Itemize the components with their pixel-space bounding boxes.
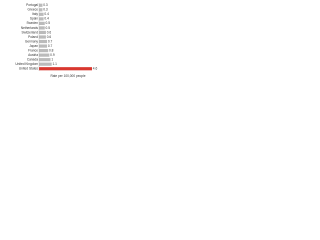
bar [39,62,52,66]
category-label: Austria [28,53,38,57]
category-label: Sweden [26,21,38,25]
bar [39,49,49,53]
bar [39,26,45,30]
value-label: 0.3 [43,8,48,12]
category-label: Netherlands [21,26,39,30]
bar [39,21,45,25]
value-label: 4.6 [93,67,98,71]
value-label: 0.9 [50,53,55,57]
bar [39,3,43,7]
bar [39,35,46,39]
bar [39,67,92,71]
value-label: 0.4 [44,17,49,21]
category-label: United Kingdom [15,62,38,66]
bar [39,8,43,12]
bar [39,44,48,48]
value-label: 0.4 [44,12,49,16]
value-label: 0.3 [43,3,48,7]
category-label: Portugal [26,3,38,7]
category-label: Germany [25,39,39,43]
category-label: Canada [27,58,38,62]
value-label: 0.6 [47,35,52,39]
category-label: Greece [28,8,39,12]
category-label: Japan [29,44,38,48]
value-label: 0.5 [46,26,51,30]
category-label: Poland [28,35,38,39]
category-label: Switzerland [22,30,39,34]
x-axis-label: Rate per 100,000 people [50,74,85,78]
bar [39,17,44,21]
value-label: 0.5 [46,21,51,25]
chart: Rate per 100,000 people Portugal 0.3 Greec… [15,3,98,78]
bar [39,53,50,57]
value-label: 0.7 [48,39,53,43]
category-label: Italy [32,12,38,16]
bar [39,39,48,44]
value-label: 0.7 [48,44,53,48]
bar [39,58,51,62]
value-label: 1.1 [52,62,57,66]
category-label: France [28,48,38,52]
value-label: 1 [51,58,53,62]
bar [39,12,44,16]
value-label: 0.6 [47,30,52,34]
category-label: United States [19,67,39,71]
bar [39,30,46,35]
value-label: 0.8 [49,48,54,52]
category-label: Spain [30,17,38,21]
